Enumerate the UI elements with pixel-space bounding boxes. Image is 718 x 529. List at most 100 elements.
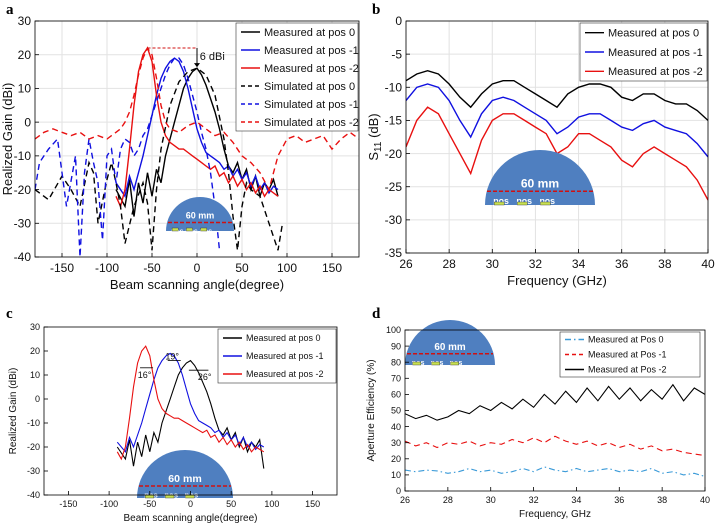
x-tick-label: -50 [143,499,156,509]
inset-pad [185,494,195,499]
y-tick-label: -20 [385,147,403,161]
legend-label: Simulated at pos -1 [264,99,359,111]
legend-label: Measured at pos -1 [246,351,324,361]
y-tick-label: 0 [396,486,401,496]
series-line-2 [116,345,265,461]
inset-pad [171,227,179,232]
panel-label-a: a [6,2,14,18]
inset-pos-label: pos [171,229,184,236]
x-axis-label: Beam scanning angle(degree) [124,513,258,524]
y-tick-label: 80 [391,357,401,367]
x-tick-label: 38 [657,495,667,505]
y-tick-label: -35 [385,246,403,260]
x-tick-label: 150 [305,499,320,509]
x-tick-label: 36 [615,257,629,271]
inset-pos-label: pos [493,196,509,206]
x-tick-label: 34 [571,495,581,505]
y-tick-label: -20 [14,183,32,197]
y-tick-label: -10 [385,80,403,94]
inset-pad [200,227,207,232]
x-axis-label: Frequency (GHz) [507,273,607,288]
x-tick-label: -150 [50,261,74,275]
x-tick-label: 150 [322,261,342,275]
y-tick-label: -10 [14,149,32,163]
series-line-0 [406,69,708,121]
y-tick-label: 10 [391,470,401,480]
legend-label: Measured at Pos -2 [588,365,667,375]
x-tick-label: 100 [264,499,279,509]
inset-pos-value: -1 [519,206,527,216]
beamwidth-label: 26° [198,372,212,382]
y-tick-label: -15 [385,114,403,128]
inset-label: 60 mm [434,342,466,353]
beamwidth-label: 19° [165,352,179,362]
y-tick-label: 10 [30,370,40,380]
y-tick-label: 30 [391,438,401,448]
series-line-1 [405,435,705,457]
x-tick-label: 50 [226,499,236,509]
y-tick-label: 20 [18,48,32,62]
legend-label: Simulated at pos -2 [264,117,359,129]
y-axis-label: S11 (dB) [366,113,384,160]
chart-d: 60 mmpospospos-2-10262830323436384001020… [366,320,710,520]
x-tick-label: 36 [614,495,624,505]
inset-pos-value: -2 [415,366,421,375]
x-tick-label: 32 [529,257,543,271]
panel-label-c: c [6,306,13,322]
y-tick-label: -40 [27,490,40,500]
legend-label: Measured at pos -2 [608,66,703,78]
y-tick-label: 0 [24,115,31,129]
legend-label: Measured at pos -2 [246,369,324,379]
annotation-arrowhead [194,63,200,68]
x-tick-label: 34 [572,257,586,271]
x-tick-label: 100 [277,261,297,275]
inset-label: 60 mm [186,211,215,221]
legend-label: Measured at pos 0 [246,333,321,343]
beamwidth-label: 16° [138,370,152,380]
axes-frame [405,20,709,254]
x-tick-label: 40 [701,257,715,271]
inset-pos-value: -1 [188,237,194,244]
inset-pos-value: -1 [434,366,440,375]
y-tick-label: -10 [27,418,40,428]
y-tick-label: -5 [391,47,402,61]
x-tick-label: 0 [194,261,201,275]
x-tick-label: -150 [59,499,77,509]
y-tick-label: 10 [18,82,32,96]
y-tick-label: -20 [27,442,40,452]
series-line-0 [405,466,705,478]
inset-pos-label: pos [516,196,532,206]
y-tick-label: 0 [395,14,402,28]
legend-box [235,22,359,132]
y-axis-label-unit: (dB) [366,113,381,141]
x-tick-label: 50 [235,261,249,275]
x-tick-label: 0 [188,499,193,509]
y-tick-label: -30 [27,466,40,476]
y-tick-label: 70 [391,373,401,383]
legend-label: Measured at pos -1 [264,45,359,57]
inset-pos-value: -2 [147,499,154,508]
panel-label-b: b [372,2,381,18]
y-tick-label: 30 [18,14,32,28]
legend-label: Measured at pos -1 [608,47,703,59]
series-line-4 [35,57,221,257]
legend-label: Simulated at pos 0 [264,81,355,93]
inset-label: 60 mm [168,473,201,485]
inset-pad [450,361,459,366]
y-tick-label: -25 [385,180,403,194]
y-tick-label: 40 [391,422,401,432]
y-tick-label: 50 [391,406,401,416]
x-tick-label: 30 [486,257,500,271]
x-tick-label: 38 [658,257,672,271]
inset-label: 60 mm [521,176,559,190]
x-tick-label: 26 [399,257,413,271]
y-axis-label-sub: 11 [373,141,384,152]
chart-c: 60 mmpospospos-2-10-150-100-50050100150-… [8,322,338,524]
legend-label: Measured at pos -2 [264,63,359,75]
